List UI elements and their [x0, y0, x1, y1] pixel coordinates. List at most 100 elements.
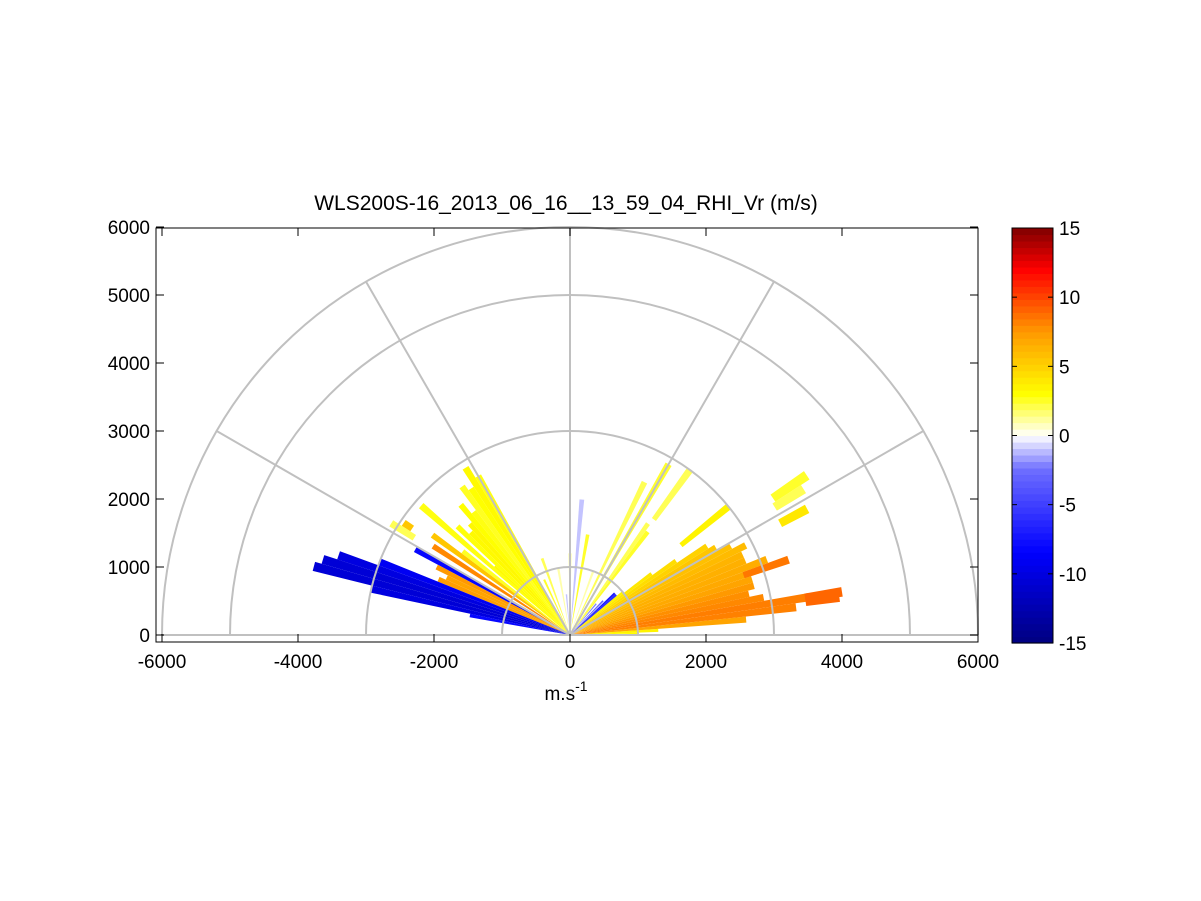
colorbar-tick-label: 15: [1059, 219, 1080, 240]
velocity-beam-57: [312, 561, 570, 635]
y-tick-label: 0: [139, 626, 150, 647]
velocity-beam-48: [430, 532, 570, 635]
colorbar-swatch: [1012, 578, 1053, 586]
colorbar-ticks: 15 10 5 0 -5 -10 -15: [1012, 219, 1086, 655]
colorbar-swatch: [1012, 519, 1053, 527]
polar-grid: [161, 226, 979, 636]
velocity-beam-15: [570, 544, 718, 635]
colorbar-swatch: [1012, 403, 1053, 411]
velocity-beam-61: [804, 587, 843, 602]
colorbar-swatch: [1012, 604, 1053, 612]
velocity-beam-9: [570, 565, 765, 635]
y-tick-label: 5000: [108, 286, 150, 307]
velocity-beam-34: [540, 557, 570, 635]
colorbar-swatch: [1012, 390, 1053, 398]
colorbar-swatch: [1012, 454, 1053, 463]
colorbar: 15 10 5 0 -5 -10 -15: [1011, 219, 1086, 655]
colorbar-swatch: [1012, 377, 1053, 385]
x-axis-label-superscript: -1: [575, 678, 588, 694]
colorbar-swatch: [1012, 338, 1053, 346]
colorbar-swatch: [1012, 474, 1053, 482]
colorbar-swatch: [1012, 448, 1053, 456]
plot-area: -6000 -4000 -2000 0 2000 4000 6000 0 1000 2000 30…: [108, 218, 999, 673]
colorbar-swatch: [1012, 526, 1053, 534]
colorbar-swatch: [1012, 630, 1053, 638]
colorbar-swatch: [1012, 461, 1053, 469]
colorbar-swatch: [1012, 299, 1053, 307]
colorbar-swatch: [1012, 292, 1053, 300]
velocity-beam-24: [570, 530, 650, 635]
velocity-beam-7: [570, 582, 755, 635]
colorbar-swatch: [1012, 506, 1053, 514]
colorbar-swatch: [1012, 234, 1053, 242]
colorbar-swatch: [1012, 266, 1053, 274]
colorbar-swatch: [1012, 318, 1053, 326]
velocity-beam-13: [570, 542, 748, 635]
velocity-beam-5: [570, 593, 765, 635]
velocity-beam-55: [337, 551, 570, 635]
colorbar-tick-label: 10: [1059, 288, 1080, 309]
velocity-beam-56: [321, 555, 570, 635]
colorbar-swatch: [1012, 416, 1053, 424]
velocity-beam-65: [770, 471, 810, 502]
velocity-beam-2: [570, 616, 747, 635]
velocity-beam-58: [370, 585, 570, 635]
y-tick-label: 4000: [108, 354, 150, 375]
colorbar-swatch: [1012, 305, 1053, 313]
velocity-beam-29: [570, 534, 590, 635]
colorbar-swatch: [1012, 435, 1053, 443]
colorbar-swatch: [1012, 480, 1053, 488]
velocity-beam-33: [557, 567, 570, 635]
colorbar-swatch: [1012, 441, 1053, 450]
colorbar-swatch: [1012, 545, 1053, 553]
velocity-beam-46: [418, 503, 570, 635]
velocity-beam-8: [570, 576, 754, 635]
velocity-beam-54: [378, 558, 570, 635]
velocity-beam-49: [431, 543, 570, 635]
colorbar-swatch: [1012, 240, 1053, 249]
velocity-beam-22: [570, 600, 604, 635]
velocity-beam-38: [468, 486, 570, 635]
velocity-beam-28: [570, 570, 595, 635]
velocity-beam-51: [435, 564, 570, 635]
y-tick-label: 3000: [108, 422, 150, 443]
velocity-beam-67: [651, 467, 693, 521]
colorbar-swatch: [1012, 636, 1053, 644]
colorbar-swatch: [1012, 571, 1053, 579]
colorbar-swatch: [1012, 228, 1053, 236]
velocity-beam-69: [401, 519, 415, 532]
velocity-beam-3: [570, 603, 797, 635]
velocity-beam-19: [570, 591, 624, 635]
colorbar-tick-label: -5: [1059, 496, 1076, 517]
colorbar-swatch: [1012, 429, 1053, 437]
colorbar-swatch: [1012, 500, 1053, 508]
velocity-beam-27: [570, 480, 648, 635]
spoke-150: [216, 430, 571, 636]
velocity-beam-43: [469, 530, 570, 635]
velocity-beam-10: [570, 556, 769, 635]
x-axis-label-base: m.s: [544, 684, 575, 705]
colorbar-swatch: [1012, 565, 1053, 573]
colorbar-swatch: [1012, 279, 1053, 287]
y-tick-label: 1000: [108, 558, 150, 579]
x-tick-label: 4000: [821, 652, 863, 673]
colorbar-tick-label: 5: [1059, 357, 1070, 378]
velocity-beam-37: [462, 465, 570, 635]
axes-background: [156, 228, 978, 642]
colorbar-gradient: [1012, 228, 1053, 644]
chart-title: WLS200S-16_2013_06_16__13_59_04_RHI_Vr (…: [314, 192, 818, 215]
velocity-beam-25: [570, 522, 650, 635]
colorbar-swatch: [1012, 364, 1053, 372]
velocity-beam-63: [778, 504, 810, 527]
axes-frame: [155, 227, 979, 643]
colorbar-swatch: [1012, 513, 1053, 521]
colorbar-tick-label: -10: [1059, 565, 1086, 586]
colorbar-swatch: [1012, 591, 1053, 599]
colorbar-swatch: [1012, 610, 1053, 618]
colorbar-tick-label: 0: [1059, 427, 1070, 448]
colorbar-swatch: [1012, 331, 1053, 339]
colorbar-swatch: [1012, 357, 1053, 365]
velocity-beam-17: [570, 559, 678, 635]
y-axis-ticks: 0 1000 2000 3000 4000 5000 6000: [108, 218, 978, 647]
colorbar-swatch: [1012, 493, 1053, 501]
